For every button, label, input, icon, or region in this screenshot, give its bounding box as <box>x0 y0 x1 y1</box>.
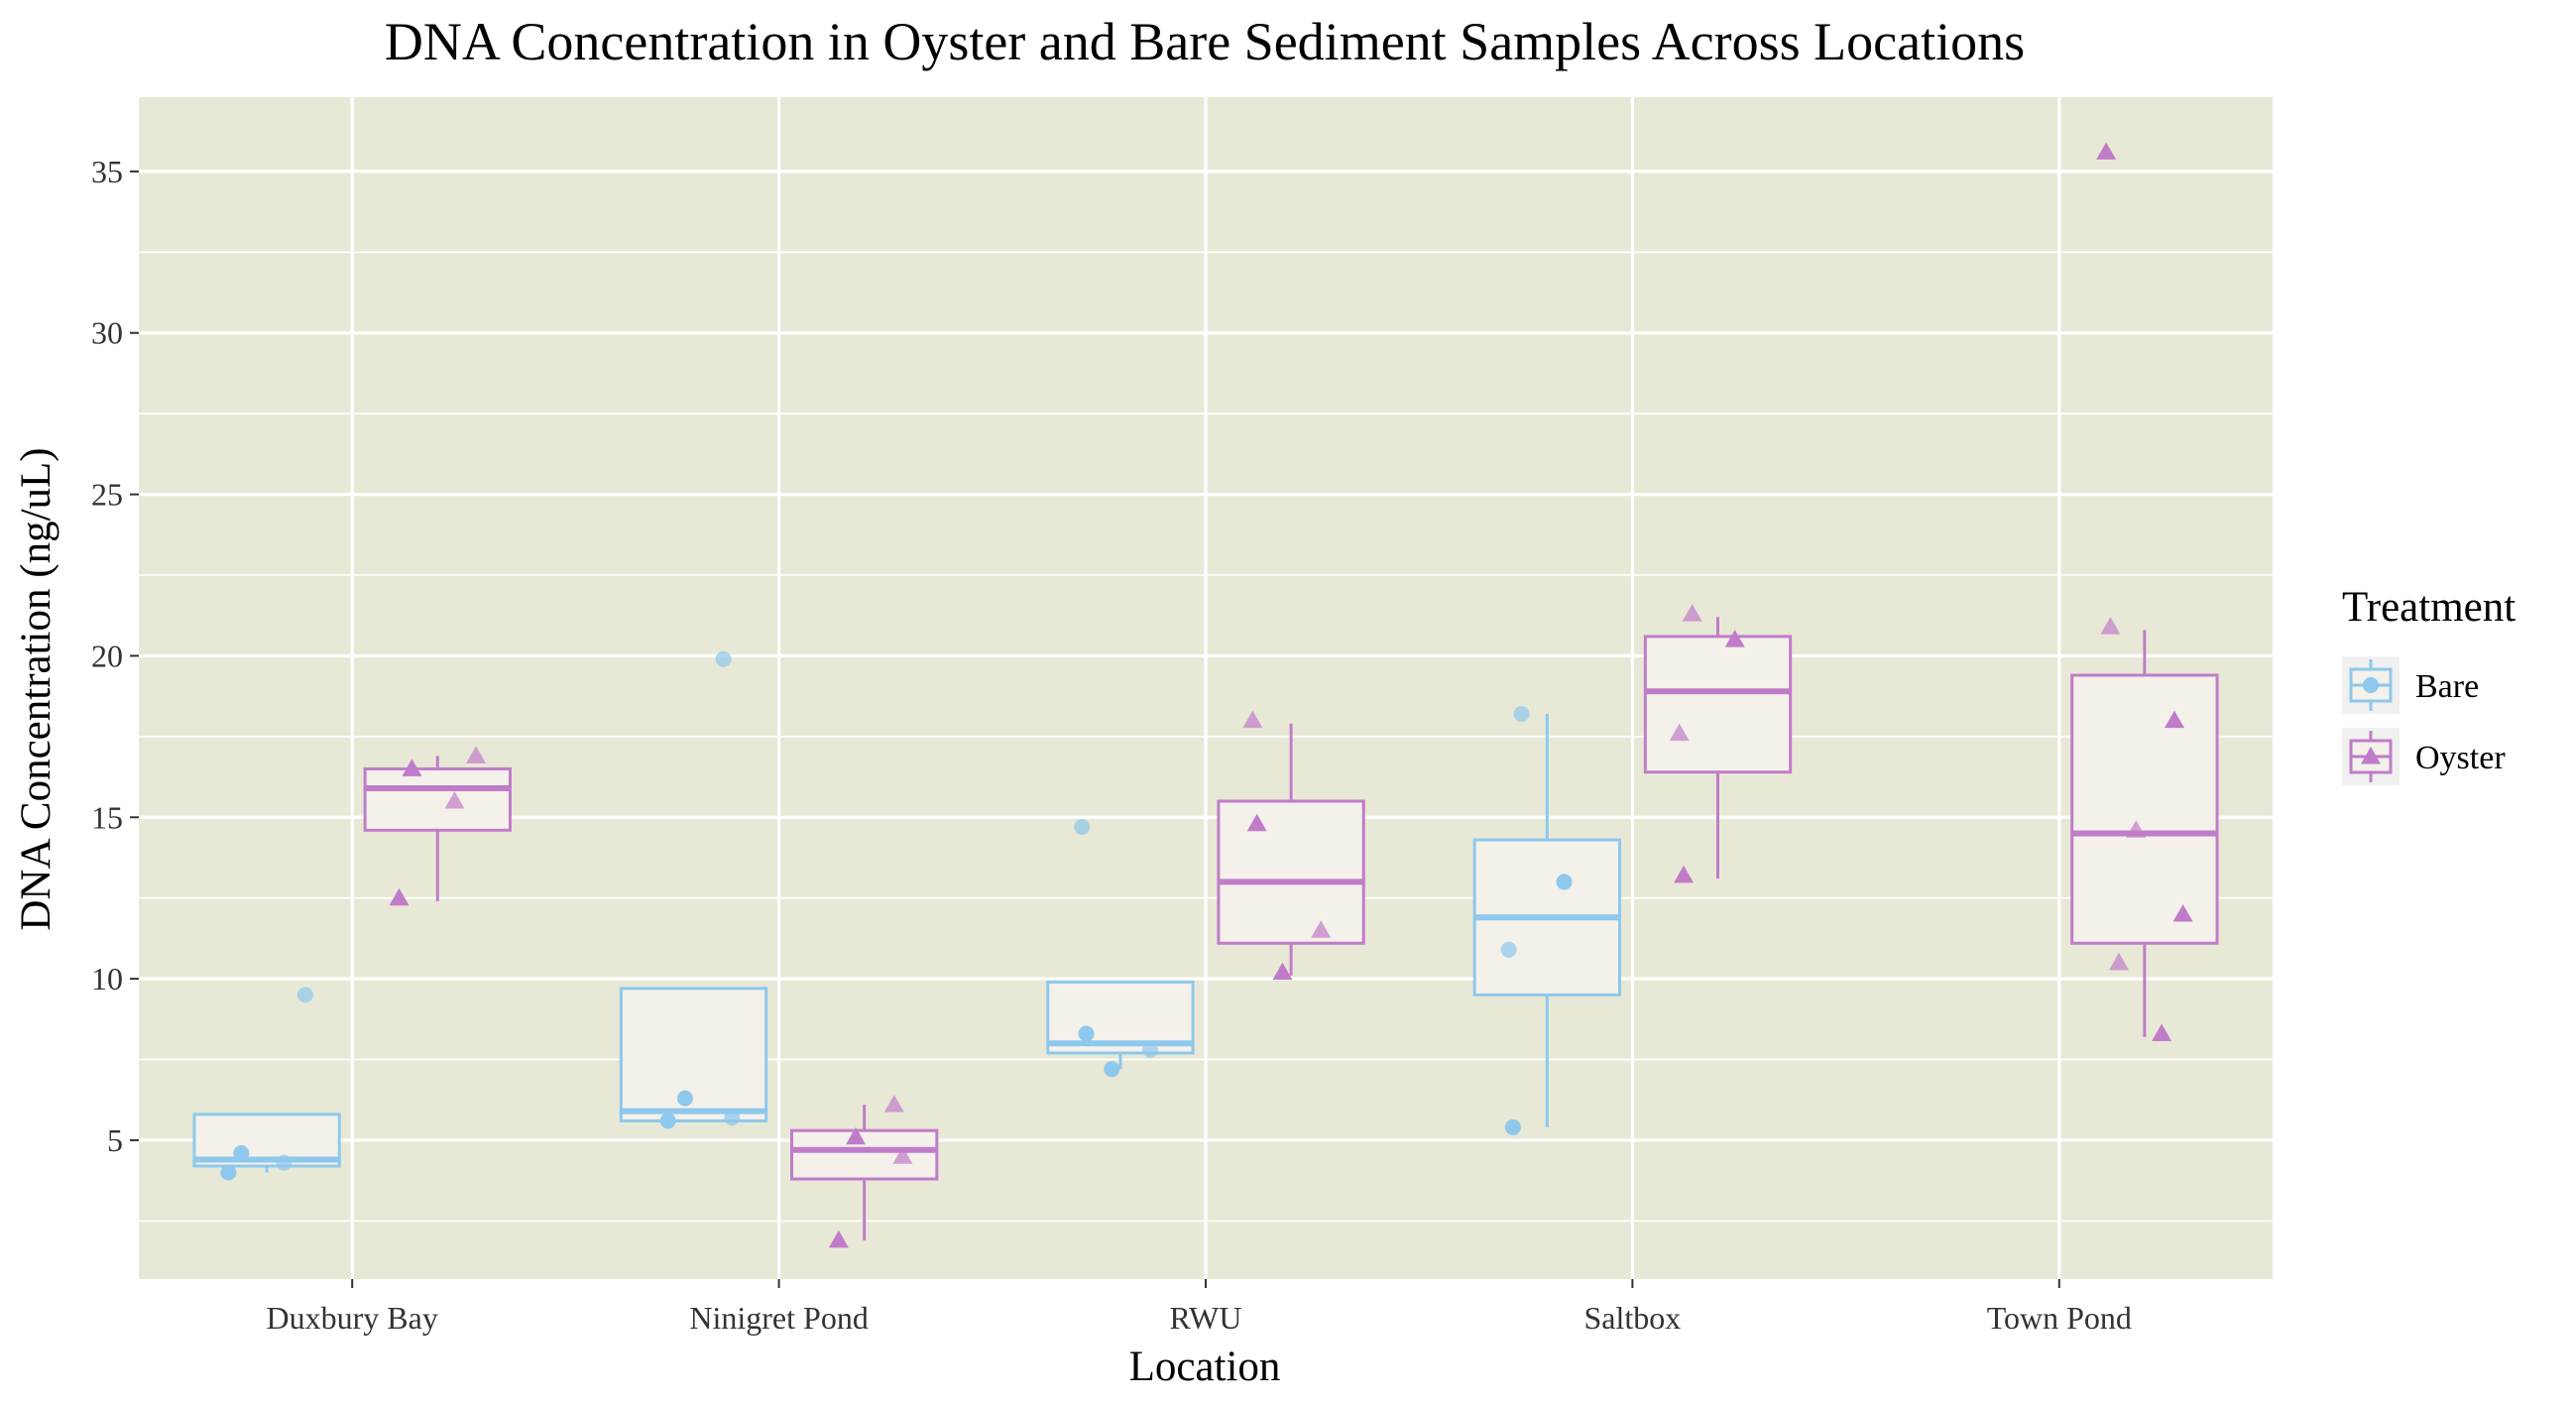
data-point <box>1504 1118 1521 1135</box>
data-point <box>1142 1041 1159 1058</box>
box-bare <box>192 987 341 1181</box>
data-point <box>659 1112 676 1129</box>
data-point <box>1556 874 1573 890</box>
data-point <box>846 1126 867 1145</box>
y-tick-label: 5 <box>107 1122 123 1158</box>
data-point <box>2126 820 2147 838</box>
box-body <box>363 766 512 832</box>
y-tick-label: 20 <box>91 638 123 673</box>
data-point <box>1724 630 1745 647</box>
y-tick-label: 15 <box>91 799 123 835</box>
data-point <box>1104 1061 1120 1078</box>
data-point <box>389 887 410 906</box>
data-point <box>2172 903 2193 922</box>
box-body <box>1217 799 1365 945</box>
box-body <box>619 987 768 1122</box>
data-point <box>1669 723 1690 742</box>
legend-label: Oyster <box>2415 740 2506 776</box>
data-point <box>1311 920 1332 938</box>
data-point <box>276 1154 293 1171</box>
legend-item-oyster: Oyster <box>2342 728 2506 785</box>
data-point <box>1242 710 1263 729</box>
x-axis-title: Location <box>1129 1344 1281 1390</box>
box-body <box>790 1128 939 1181</box>
data-point <box>1500 941 1517 958</box>
data-point <box>883 1095 904 1112</box>
data-point <box>2100 617 2121 635</box>
data-point <box>715 650 732 667</box>
data-point <box>2165 710 2185 729</box>
data-point <box>1682 604 1702 622</box>
series-bare <box>192 650 1621 1181</box>
legend: Treatment Bare Oyster <box>2342 584 2516 785</box>
y-tick-label: 25 <box>91 477 123 513</box>
x-tick-label: Duxbury Bay <box>267 1300 438 1336</box>
series-oyster <box>363 142 2219 1248</box>
data-point <box>1078 1025 1095 1042</box>
data-point <box>402 759 422 776</box>
data-point <box>892 1146 913 1164</box>
box-oyster <box>1643 604 1793 883</box>
grid-lines <box>139 97 2273 1279</box>
data-point <box>296 987 313 1003</box>
data-point <box>2109 952 2130 971</box>
y-tick-label: 30 <box>91 315 123 351</box>
data-point <box>828 1229 849 1248</box>
legend-item-bare: Bare <box>2342 656 2479 714</box>
data-point <box>1246 813 1267 832</box>
legend-label: Bare <box>2415 668 2479 705</box>
x-tick-label: Ninigret Pond <box>689 1300 868 1336</box>
x-tick-label: Saltbox <box>1584 1300 1682 1336</box>
y-axis-title: DNA Concentration (ng/uL) <box>13 447 59 930</box>
legend-title: Treatment <box>2342 584 2516 631</box>
data-point <box>1074 819 1091 836</box>
y-tick-label: 35 <box>91 154 123 189</box>
data-point <box>444 790 465 809</box>
data-point <box>2096 142 2117 160</box>
data-point <box>220 1164 237 1181</box>
box-bare <box>619 650 768 1129</box>
plot-marks <box>192 142 2219 1248</box>
x-axis: Duxbury Bay Ninigret Pond RWU Saltbox Town P… <box>267 1279 2132 1336</box>
data-point <box>2152 1023 2172 1041</box>
data-point <box>233 1144 250 1161</box>
data-point <box>724 1110 741 1126</box>
data-point <box>676 1090 693 1107</box>
box-body <box>1643 635 1793 774</box>
data-point <box>1272 962 1293 981</box>
data-point <box>1674 865 1695 883</box>
y-tick-label: 10 <box>91 961 123 996</box>
box-oyster <box>1217 710 1365 981</box>
data-point <box>466 746 487 763</box>
box-body <box>2070 673 2219 945</box>
data-point <box>1513 706 1530 723</box>
chart-title: DNA Concentration in Oyster and Bare Sed… <box>385 12 2025 71</box>
legend-key-marker <box>2363 677 2379 693</box>
box-bare <box>1472 706 1621 1135</box>
y-axis: 5 10 15 20 25 30 35 <box>91 154 139 1158</box>
legend-key-marker <box>2361 747 2381 764</box>
x-tick-label: RWU <box>1170 1300 1242 1336</box>
x-tick-label: Town Pond <box>1987 1300 2132 1336</box>
box-oyster <box>790 1095 939 1248</box>
box-oyster <box>363 746 512 906</box>
box-bare <box>1046 819 1195 1078</box>
box-oyster <box>2070 142 2219 1041</box>
